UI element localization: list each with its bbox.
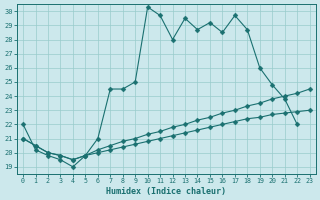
- X-axis label: Humidex (Indice chaleur): Humidex (Indice chaleur): [106, 187, 226, 196]
